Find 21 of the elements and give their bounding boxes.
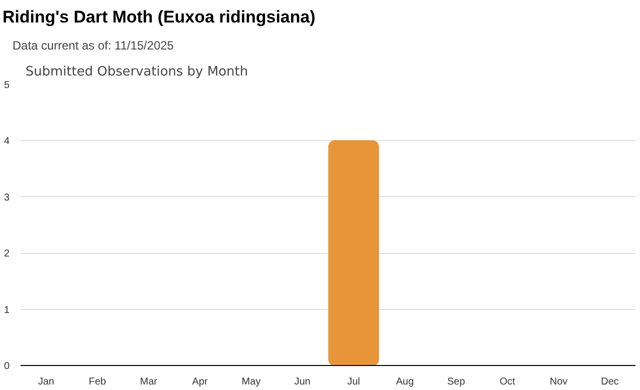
x-tick-label: Aug bbox=[396, 376, 414, 388]
y-tick-label: 4 bbox=[4, 136, 10, 148]
x-tick-label: Nov bbox=[550, 376, 568, 388]
x-tick-label: Dec bbox=[600, 376, 619, 388]
x-tick-label: Feb bbox=[88, 376, 106, 388]
y-tick-label: 1 bbox=[4, 304, 10, 316]
text: Submitted Observations by Month bbox=[26, 64, 248, 80]
y-tick-label: 3 bbox=[4, 192, 10, 204]
x-tick-label: Mar bbox=[140, 376, 158, 388]
x-tick-label: May bbox=[242, 376, 261, 388]
chart-subtitle: Data current as of: 11/15/2025 bbox=[12, 38, 174, 52]
y-tick-label: 2 bbox=[4, 248, 10, 260]
y-tick-label: 0 bbox=[4, 361, 10, 372]
x-tick-label: Jun bbox=[294, 376, 310, 388]
x-tick-label: Jan bbox=[38, 376, 54, 388]
x-tick-label: Sep bbox=[447, 376, 466, 388]
x-tick-label: Apr bbox=[192, 376, 208, 388]
x-tick-label: Oct bbox=[500, 376, 516, 388]
chart-title: Riding's Dart Moth (Euxoa ridingsiana) bbox=[2, 8, 316, 26]
x-tick-label: Jul bbox=[347, 376, 360, 388]
y-tick-label: 5 bbox=[4, 80, 10, 91]
